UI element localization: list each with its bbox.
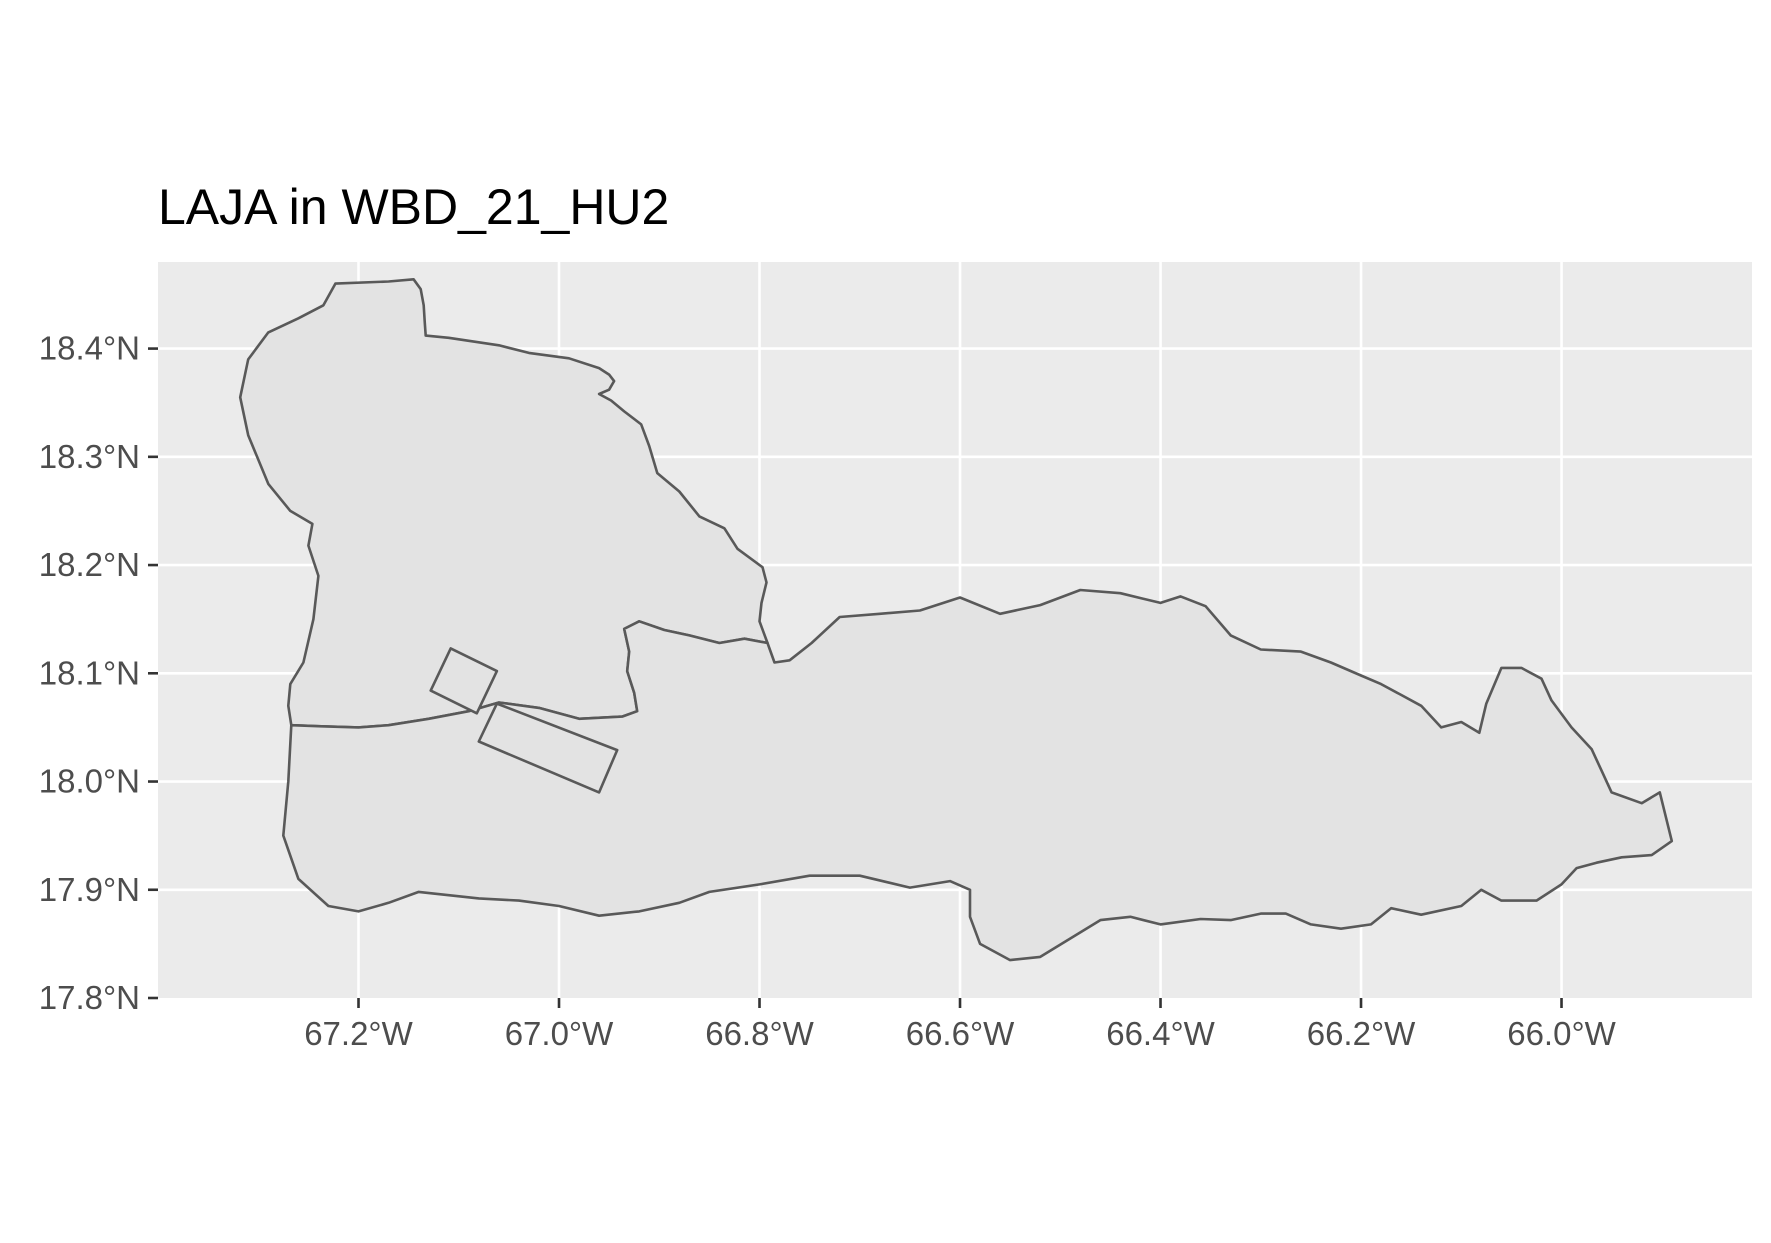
y-tick-label-6: 18.4°N: [39, 330, 140, 367]
y-tick-label-4: 18.2°N: [39, 546, 140, 583]
x-tick-label-3: 66.6°W: [906, 1015, 1015, 1052]
x-tick-label-1: 67.0°W: [505, 1015, 614, 1052]
region-rect-north: [429, 647, 499, 715]
y-tick-label-2: 18.0°N: [39, 763, 140, 800]
x-axis: 67.2°W 67.0°W 66.8°W 66.6°W 66.4°W 66.2°W 66.0…: [304, 998, 1617, 1052]
region-south: [282, 588, 1674, 962]
y-axis: 17.8°N 17.9°N 18.0°N 18.1°N 18.2°N 18.3°N 18.4…: [39, 330, 158, 1016]
y-tick-label-0: 17.8°N: [39, 979, 140, 1016]
map-title: LAJA in WBD_21_HU2: [158, 179, 670, 235]
regions: [238, 278, 1674, 962]
x-tick-label-5: 66.2°W: [1307, 1015, 1416, 1052]
region-rect-south: [477, 702, 619, 794]
x-tick-label-6: 66.0°W: [1507, 1015, 1616, 1052]
x-tick-label-0: 67.2°W: [304, 1015, 413, 1052]
y-tick-label-5: 18.3°N: [39, 438, 140, 475]
y-tick-label-1: 17.9°N: [39, 871, 140, 908]
x-tick-label-4: 66.4°W: [1106, 1015, 1215, 1052]
y-tick-label-3: 18.1°N: [39, 654, 140, 691]
x-tick-label-2: 66.8°W: [705, 1015, 814, 1052]
